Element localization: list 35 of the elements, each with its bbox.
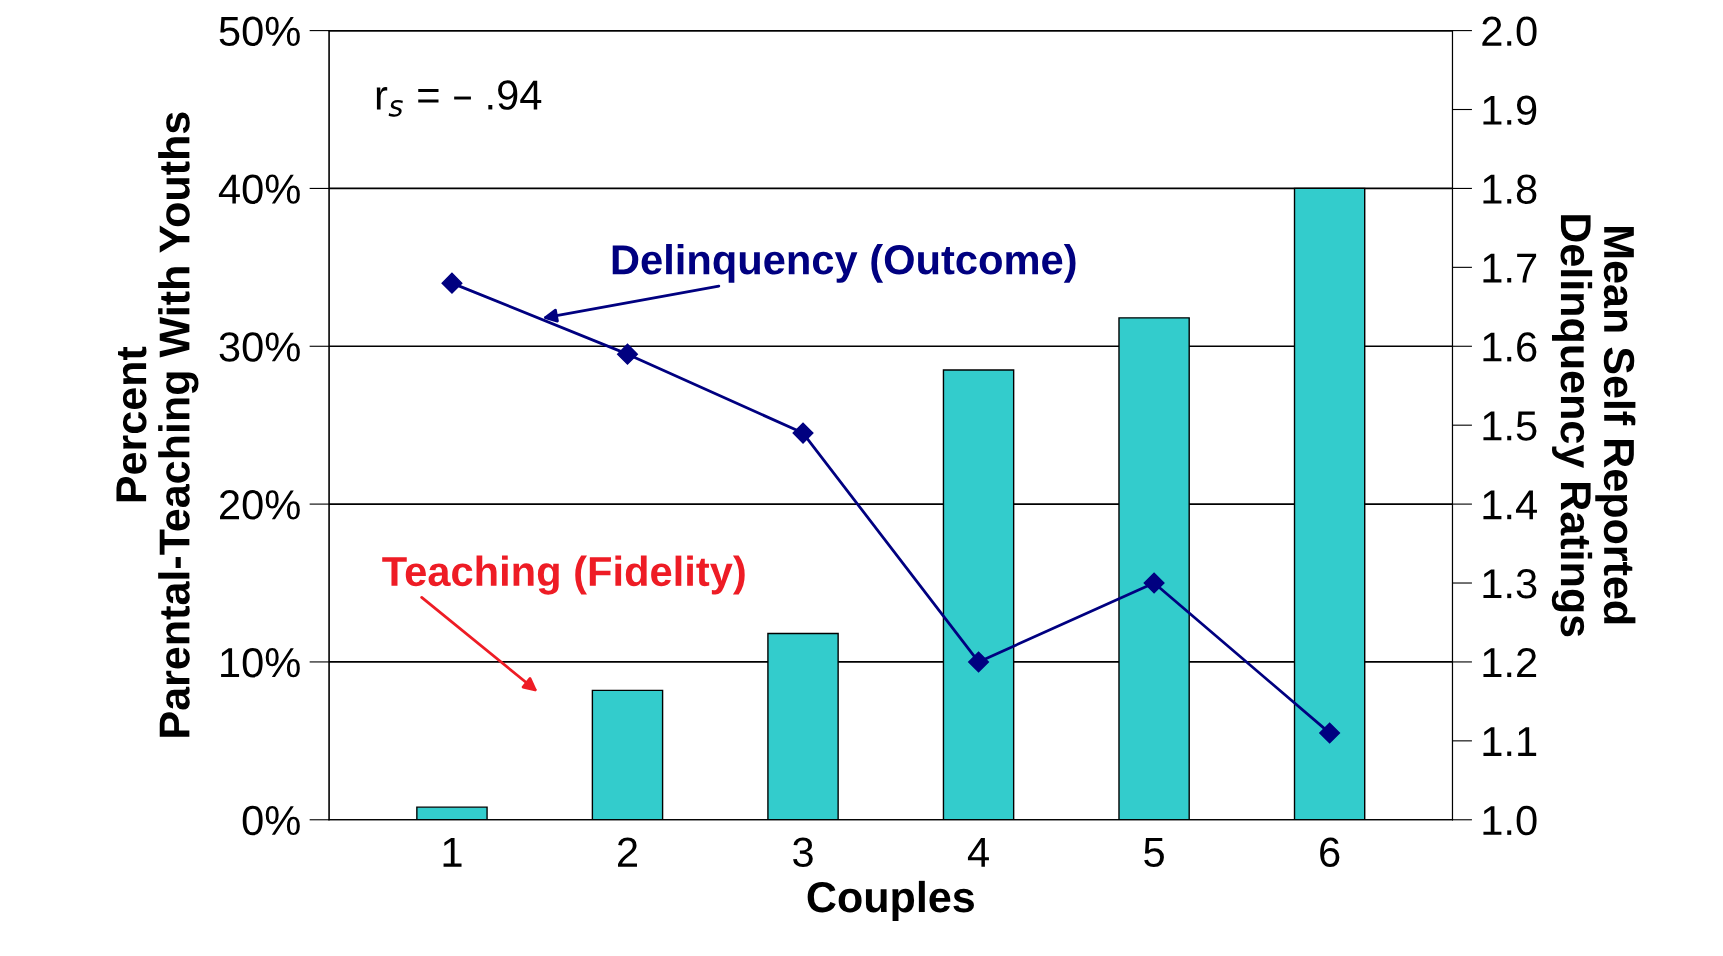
point <box>792 422 814 444</box>
x-tick-label: 5 <box>1144 837 1164 868</box>
y2-tick-label: 1.3 <box>1483 569 1537 599</box>
series-label: Teaching (Fidelity) <box>382 555 745 595</box>
annotation: r$_{s}$ = – .94 <box>376 80 542 117</box>
y2-tick-label: 1.2 <box>1483 647 1537 678</box>
y2-tick-label: 1.6 <box>1483 332 1537 362</box>
y2-tick-label: 2.0 <box>1482 16 1537 47</box>
y-tick-label: 30% <box>219 332 300 362</box>
point <box>968 651 990 673</box>
y2-axis-title: Mean Self Reported Delinquency Ratings <box>1551 215 1636 637</box>
series-label: Delinquency (Outcome) <box>612 243 1076 283</box>
x-tick-label: 3 <box>793 837 813 868</box>
x-tick-label: 1 <box>443 837 462 867</box>
x-tick-label: 2 <box>618 837 637 867</box>
x-axis-title: Couples <box>807 880 974 921</box>
x-tick-label: 6 <box>1320 837 1340 868</box>
y-tick-label: 0% <box>242 805 300 836</box>
y-tick-label: 20% <box>220 490 300 520</box>
y2-tick-label: 1.5 <box>1483 411 1537 441</box>
y2-tick-label: 1.7 <box>1483 253 1537 283</box>
y2-tick-label: 1.0 <box>1483 805 1537 836</box>
y-tick-label: 40% <box>218 174 300 204</box>
y-axis-title: Percent Parental-Teaching With Youths <box>116 112 199 737</box>
y2-tick-label: 1.9 <box>1483 95 1537 126</box>
point <box>441 272 463 294</box>
y-tick-label: 10% <box>221 647 300 678</box>
y2-tick-label: 1.4 <box>1483 490 1537 520</box>
point <box>1319 722 1341 744</box>
y2-tick-label: 1.1 <box>1483 727 1537 756</box>
point <box>1143 572 1165 594</box>
x-tick-label: 4 <box>967 837 989 867</box>
y2-tick-label: 1.8 <box>1483 174 1537 204</box>
point <box>616 343 639 365</box>
y-tick-label: 50% <box>219 16 300 47</box>
